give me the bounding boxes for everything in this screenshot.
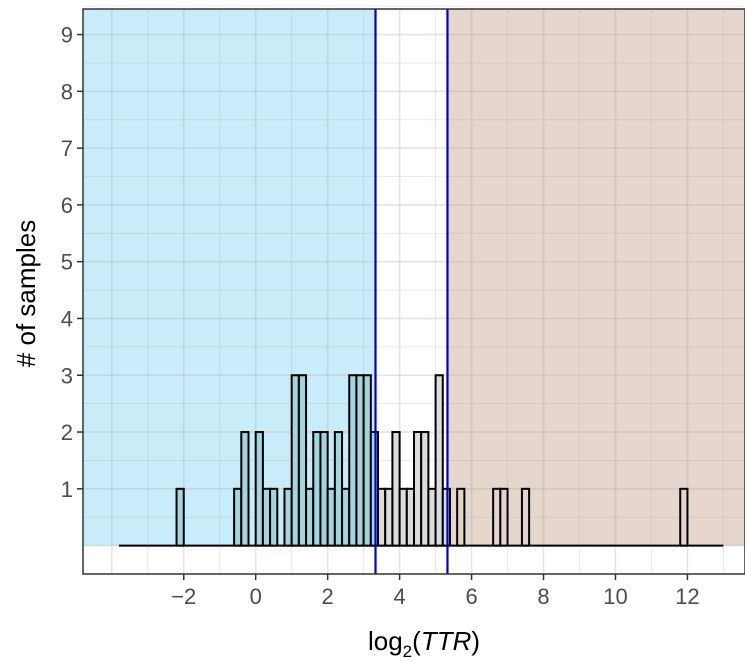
y-tick-label: 1 [61, 477, 73, 502]
histogram-bar [333, 431, 344, 547]
x-tick-label: 8 [537, 584, 549, 609]
histogram-bar [233, 487, 243, 547]
x-tick-label: 4 [393, 584, 405, 609]
histogram-bar [499, 487, 509, 547]
histogram-bar [377, 487, 387, 547]
histogram-bar [384, 487, 394, 547]
x-tick-label: 6 [465, 584, 477, 609]
histogram-bar [413, 431, 423, 547]
histogram-bar [679, 487, 689, 547]
y-tick-label: 9 [61, 23, 73, 48]
histogram-bar [520, 487, 531, 547]
x-tick-label: 2 [322, 584, 334, 609]
histogram-bar [312, 431, 322, 547]
histogram-bar [420, 431, 430, 547]
x-tick-label: −2 [171, 584, 196, 609]
histogram-bar [175, 487, 185, 547]
y-tick-label: 3 [61, 363, 73, 388]
y-tick-label: 2 [61, 420, 73, 445]
y-tick-label: 6 [61, 193, 73, 218]
histogram-bar [283, 487, 293, 547]
histogram-bar [456, 487, 466, 547]
y-tick-label: 8 [61, 79, 73, 104]
histogram-bar [492, 487, 502, 547]
histogram-bar [341, 487, 351, 547]
histogram-bar [254, 431, 264, 547]
y-axis-ticks: 1 2 3 4 5 6 7 8 9 [61, 23, 83, 502]
shaded-regions [83, 9, 745, 574]
x-axis-title-log: log [368, 626, 403, 656]
shaded-region-2 [447, 9, 745, 546]
histogram-bar [391, 431, 401, 547]
x-axis-title-paren-open: ( [412, 626, 421, 656]
shaded-region-1 [83, 9, 376, 546]
histogram-bar [269, 487, 279, 547]
histogram-bar [290, 374, 300, 547]
histogram-bar [427, 487, 437, 547]
panel-border [82, 8, 745, 575]
y-axis-title: # of samples [11, 220, 41, 367]
threshold-lines [374, 9, 449, 574]
histogram-bar [348, 374, 358, 547]
histogram-bar [326, 487, 336, 547]
histogram-bar [305, 487, 315, 547]
x-axis-title: log2(TTR) [368, 626, 480, 661]
histogram-bar [240, 431, 250, 547]
histogram-bar [319, 431, 329, 547]
histogram-bar [434, 374, 444, 547]
y-tick-label: 4 [61, 306, 73, 331]
histogram-bar [362, 374, 372, 547]
x-axis-title-ttr: TTR [421, 626, 472, 656]
x-tick-label: 0 [250, 584, 262, 609]
histogram-bar [297, 374, 308, 547]
x-tick-label: 10 [603, 584, 627, 609]
x-axis-title-paren-close: ) [471, 626, 480, 656]
x-tick-label: 12 [675, 584, 699, 609]
histogram-bar [398, 487, 408, 547]
histogram-bar [261, 487, 272, 547]
y-tick-label: 7 [61, 136, 73, 161]
y-tick-label: 5 [61, 250, 73, 275]
x-axis-title-subscript: 2 [403, 642, 412, 661]
histogram-bar [405, 487, 416, 547]
x-axis-ticks: −2 0 2 4 6 8 10 12 [171, 574, 700, 609]
histogram-bar [355, 374, 365, 547]
